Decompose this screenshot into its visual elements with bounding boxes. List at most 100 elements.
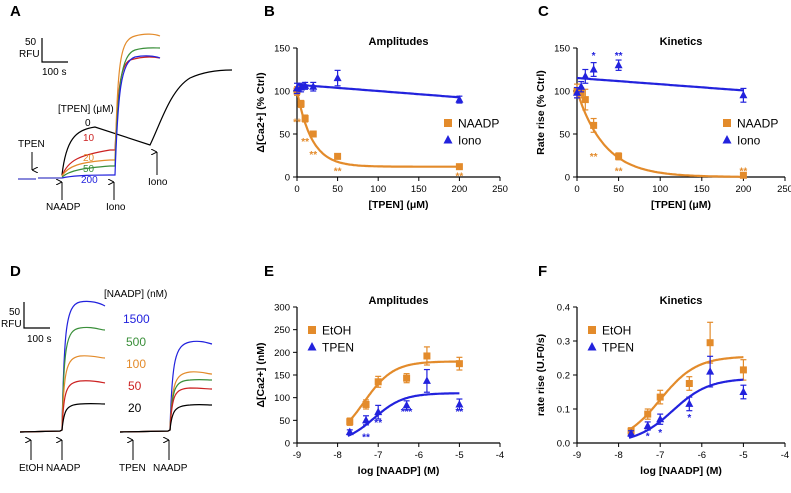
trace-tpen-200 <box>61 55 161 179</box>
y-tick-label: 100 <box>554 87 570 98</box>
trace-d-legend-500: 500 <box>126 335 146 349</box>
trace-d-legend-50: 50 <box>128 379 142 393</box>
panel-label-c: C <box>538 3 549 20</box>
data-point-iono <box>309 82 318 90</box>
chart-b: 0 50 100 150 200 250 0 50 100 150 Amplitudes [TPEN]… <box>255 36 508 211</box>
y-tick-label: 150 <box>274 371 290 382</box>
trace-panel-d: 50 RFU 100 s [NAADP] (nM) 1500 500 100 5… <box>1 289 213 474</box>
x-tick-label: -8 <box>333 450 341 461</box>
x-tick-label: 0 <box>574 184 579 195</box>
data-point-iono <box>589 65 598 73</box>
data-point-tpen <box>422 376 431 384</box>
x-tick-label: 50 <box>613 184 624 195</box>
scale-x-label: 100 s <box>42 67 66 78</box>
y-tick-label: 0.1 <box>557 405 570 416</box>
y-tick-label: 0 <box>285 439 290 450</box>
data-point-etoh <box>374 378 382 386</box>
data-point-tpen <box>362 415 371 424</box>
data-point-naadp <box>590 121 598 129</box>
y-tick-label: 250 <box>274 325 290 336</box>
significance-marker: ** <box>309 150 317 161</box>
scale-y-value: 50 <box>25 37 37 48</box>
legend-label-naadp: NAADP <box>737 117 778 131</box>
significance-marker: * <box>646 432 650 443</box>
x-tick-label: -7 <box>656 450 664 461</box>
trace-d-legend-title: [NAADP] (nM) <box>104 289 167 300</box>
data-point-tpen <box>643 421 652 429</box>
chart-f: -9 -8 -7 -6 -5 -4 0.0 0.1 0.2 0.3 0.4 Kinetics log [… <box>535 295 789 477</box>
significance-marker: *** <box>401 407 413 418</box>
arrow-d-naadp-1: NAADP <box>46 463 81 474</box>
legend-marker-etoh <box>308 326 316 334</box>
significance-marker: ** <box>293 117 301 128</box>
x-tick-label: 150 <box>411 184 427 195</box>
x-tick-label: 100 <box>652 184 668 195</box>
y-tick-label: 150 <box>554 44 570 55</box>
data-point-iono <box>614 60 623 69</box>
significance-marker: ** <box>362 433 370 444</box>
scale-d-y-unit: RFU <box>1 319 22 330</box>
scale-d-x-label: 100 s <box>27 334 51 345</box>
significance-marker: ** <box>740 166 748 177</box>
significance-marker: ** <box>334 166 342 177</box>
x-tick-label: 250 <box>492 184 508 195</box>
trace-tpen-20 <box>61 33 161 177</box>
trace-a-legend-title: [TPEN] (μM) <box>58 104 114 115</box>
data-point-naadp <box>309 130 317 138</box>
significance-marker: ** <box>615 51 623 62</box>
legend-marker-naadp <box>444 119 452 127</box>
significance-marker: ** <box>456 407 464 418</box>
y-tick-label: 200 <box>274 348 290 359</box>
fit-curve-etoh <box>346 360 460 424</box>
significance-marker: * <box>592 51 596 62</box>
trace-a-legend-0: 0 <box>85 118 91 129</box>
y-axis-label: Δ[Ca2+] (nM) <box>255 342 267 407</box>
y-tick-label: 50 <box>559 130 570 141</box>
legend-label-etoh: EtOH <box>602 324 631 338</box>
data-point-etoh <box>403 374 411 382</box>
legend-label-etoh: EtOH <box>322 324 351 338</box>
arrow-label-iono-1: Iono <box>106 202 126 213</box>
y-tick-label: 0.2 <box>557 371 570 382</box>
data-point-iono <box>739 90 748 99</box>
data-point-naadp <box>581 96 589 104</box>
y-tick-label: 0.3 <box>557 337 570 348</box>
y-tick-label: 0 <box>565 173 570 184</box>
fit-curve-iono <box>296 83 460 99</box>
significance-marker: ** <box>615 166 623 177</box>
y-tick-label: 100 <box>274 393 290 404</box>
scale-bar-d <box>23 302 50 329</box>
legend-marker-iono <box>722 135 732 144</box>
significance-marker: ** <box>590 152 598 163</box>
data-point-naadp <box>455 163 463 171</box>
x-tick-label: -9 <box>293 450 301 461</box>
x-axis-label: [TPEN] (μM) <box>651 199 711 211</box>
y-tick-label: 150 <box>274 44 290 55</box>
y-axis-label: Δ[Ca2+] (% Ctrl) <box>255 72 267 152</box>
x-tick-label: -6 <box>698 450 706 461</box>
x-axis-label: log [NAADP] (M) <box>358 465 440 477</box>
legend-marker-tpen <box>587 342 597 351</box>
trace-a-legend-50: 50 <box>83 164 95 175</box>
arrow-label-iono-2: Iono <box>148 177 168 188</box>
x-axis-label: [TPEN] (μM) <box>368 199 428 211</box>
data-point-naadp <box>297 100 305 108</box>
data-point-tpen <box>685 399 694 407</box>
data-point-iono <box>573 88 581 96</box>
data-point-naadp <box>301 115 309 123</box>
x-tick-label: -6 <box>415 450 423 461</box>
data-point-iono <box>581 71 590 80</box>
data-point-etoh <box>423 352 431 360</box>
legend-marker-iono <box>443 135 453 144</box>
data-point-etoh <box>656 393 664 401</box>
data-point-etoh <box>455 360 463 368</box>
x-tick-label: 100 <box>370 184 386 195</box>
significance-marker: ** <box>374 418 382 429</box>
y-tick-label: 100 <box>274 87 290 98</box>
x-tick-label: -8 <box>614 450 622 461</box>
y-tick-label: 50 <box>279 130 290 141</box>
data-point-iono <box>577 82 586 90</box>
data-point-iono <box>333 73 342 82</box>
panel-label-d: D <box>10 263 21 280</box>
